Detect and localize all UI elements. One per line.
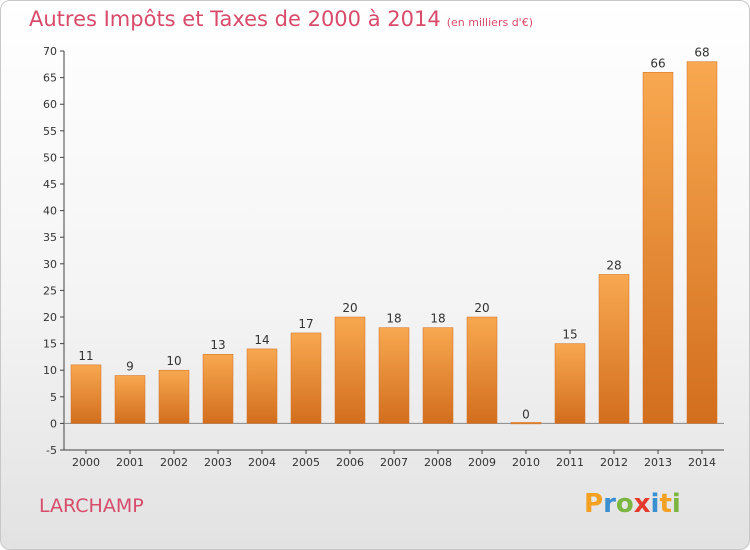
x-tick-label-2002: 2002 [160, 456, 188, 469]
x-tick-label-2000: 2000 [72, 456, 100, 469]
bar-2011 [554, 343, 586, 424]
y-tick-label: 15 [43, 338, 57, 351]
data-label-2010: 0 [522, 407, 530, 421]
data-label-2005: 17 [298, 317, 313, 331]
bar-2007 [378, 327, 410, 424]
bar-2013 [642, 72, 674, 424]
chart-bars [70, 61, 718, 425]
x-tick-label-2005: 2005 [292, 456, 320, 469]
data-label-2008: 18 [430, 312, 445, 326]
logo-letter: x [633, 489, 651, 519]
y-tick-label: 30 [43, 258, 57, 271]
logo-letter: t [659, 489, 672, 519]
x-tick-label-2013: 2013 [644, 456, 672, 469]
y-tick-label: 25 [43, 284, 57, 297]
proxiti-logo: Proxiti [584, 489, 681, 519]
commune-name: LARCHAMP [39, 495, 144, 517]
y-tick-label: 55 [43, 125, 57, 138]
data-label-2007: 18 [386, 312, 401, 326]
chart-title-text: Autres Impôts et Taxes de 2000 à 2014 [29, 7, 441, 31]
y-tick-label: 65 [43, 72, 57, 85]
chart-data-labels: 11 9 10 13 14 17 20 18 18 20 0 15 28 66 68 [78, 46, 709, 422]
logo-letter: i [671, 489, 681, 519]
bar-2001 [114, 375, 146, 424]
x-tick-label-2001: 2001 [116, 456, 144, 469]
logo-letter: P [584, 489, 604, 519]
x-tick-label-2003: 2003 [204, 456, 232, 469]
bar-2002 [158, 369, 190, 424]
bar-2012 [598, 274, 630, 424]
data-label-2003: 13 [210, 338, 225, 352]
x-tick-label-2012: 2012 [600, 456, 628, 469]
y-tick-label: 0 [50, 417, 57, 430]
x-tick-label-2014: 2014 [688, 456, 716, 469]
bar-2009 [466, 316, 498, 424]
data-label-2004: 14 [254, 333, 269, 347]
bar-2006 [334, 316, 366, 424]
logo-letter: r [603, 489, 616, 519]
y-tick-label: 5 [50, 391, 57, 404]
y-tick-label: 70 [43, 45, 57, 58]
data-label-2014: 68 [694, 46, 709, 60]
y-tick-label: 60 [43, 98, 57, 111]
y-tick-label: -5 [46, 444, 57, 457]
x-tick-label-2009: 2009 [468, 456, 496, 469]
chart-axes: -5 0 5 10 15 20 25 30 35 40 45 50 55 60 65 70 2000 2001 20… [43, 45, 724, 469]
bar-2003 [202, 353, 234, 424]
data-label-2013: 66 [650, 56, 665, 70]
logo-letter: o [615, 489, 634, 519]
data-label-2000: 11 [78, 349, 93, 363]
x-tick-label-2010: 2010 [512, 456, 540, 469]
y-tick-label: 45 [43, 178, 57, 191]
bar-2010 [510, 422, 542, 425]
y-tick-label: 20 [43, 311, 57, 324]
data-label-2006: 20 [342, 301, 357, 315]
data-label-2002: 10 [166, 354, 181, 368]
logo-letter: i [650, 489, 660, 519]
data-label-2009: 20 [474, 301, 489, 315]
y-tick-label: 50 [43, 151, 57, 164]
y-tick-label: 40 [43, 205, 57, 218]
y-tick-label: 10 [43, 364, 57, 377]
x-tick-label-2006: 2006 [336, 456, 364, 469]
x-tick-label-2004: 2004 [248, 456, 276, 469]
x-tick-label-2011: 2011 [556, 456, 584, 469]
bar-2005 [290, 332, 322, 424]
data-label-2012: 28 [606, 258, 621, 272]
data-label-2001: 9 [126, 360, 134, 374]
x-tick-label-2008: 2008 [424, 456, 452, 469]
chart-subtitle: (en milliers d'€) [446, 16, 533, 29]
bar-2014 [686, 61, 718, 424]
x-tick-label-2007: 2007 [380, 456, 408, 469]
chart-title: Autres Impôts et Taxes de 2000 à 2014 (en… [29, 7, 533, 31]
bar-2000 [70, 364, 102, 424]
data-label-2011: 15 [562, 328, 577, 342]
bar-2008 [422, 327, 454, 424]
bar-2004 [246, 348, 278, 424]
y-tick-label: 35 [43, 231, 57, 244]
